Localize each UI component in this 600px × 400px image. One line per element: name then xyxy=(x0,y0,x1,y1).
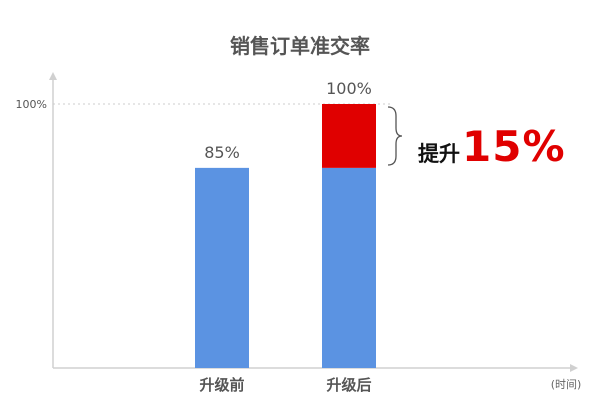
x-axis-label: (时间) xyxy=(551,378,582,391)
data-label: 85% xyxy=(204,143,240,162)
chart-title: 销售订单准交率 xyxy=(230,34,370,58)
brace-icon xyxy=(387,106,403,166)
annotation-label: 提升 xyxy=(418,142,460,166)
bar-1-segment-0 xyxy=(322,167,376,368)
x-axis-arrow xyxy=(570,364,578,372)
x-tick-label: 升级后 xyxy=(326,376,371,394)
y-tick-label: 100% xyxy=(16,98,47,111)
increase-annotation: 提升 15% xyxy=(418,122,566,171)
annotation-value: 15% xyxy=(462,122,566,171)
bar-0-segment-0 xyxy=(195,167,249,368)
x-tick-label: 升级前 xyxy=(199,376,244,394)
bar-1-segment-1 xyxy=(322,104,376,168)
data-label: 100% xyxy=(326,79,372,98)
y-axis-arrow xyxy=(49,72,57,80)
